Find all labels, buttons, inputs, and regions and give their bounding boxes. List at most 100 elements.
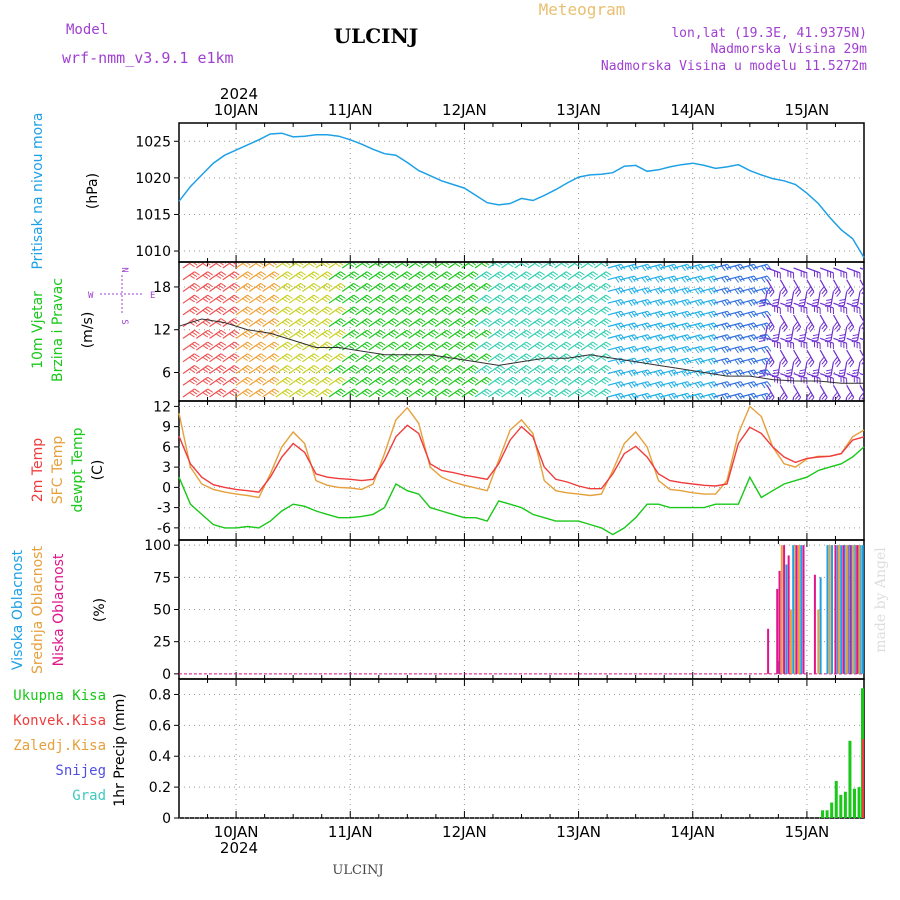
- wind-barb: [302, 353, 315, 363]
- wind-barb-feather: [234, 353, 240, 358]
- wind-barb-feather: [194, 388, 200, 393]
- wind-barb: [859, 349, 864, 359]
- wind-barb-feather: [772, 372, 779, 375]
- wind-barb: [501, 271, 514, 281]
- wind-barb: [594, 306, 607, 316]
- wind-barb: [527, 388, 540, 398]
- footer-station: ULCINJ: [332, 863, 383, 878]
- wind-barb: [195, 263, 205, 269]
- wind-barb: [461, 294, 474, 304]
- wind-barb: [647, 275, 662, 281]
- wind-barb-feather: [483, 366, 490, 371]
- temp-frame: [178, 400, 865, 541]
- wind-barb-feather: [229, 298, 235, 303]
- wind-barb-feather: [242, 263, 248, 268]
- wind-barb: [275, 318, 288, 328]
- wind-barb: [607, 322, 622, 328]
- wind-barb: [846, 349, 855, 363]
- wind-barb: [793, 384, 802, 398]
- wind-barb-feather: [443, 390, 450, 395]
- wind-barb-feather: [859, 391, 864, 398]
- wind-barb: [859, 337, 864, 341]
- wind-barb-feather: [631, 300, 636, 306]
- wind-barb-feather: [189, 274, 195, 279]
- wind-barb-feather: [207, 306, 214, 311]
- wind-barb: [355, 263, 364, 269]
- wind-barb-feather: [300, 283, 306, 288]
- wind-barb-feather: [641, 394, 647, 401]
- wind-barb: [832, 396, 835, 401]
- wind-barb-feather: [809, 291, 815, 297]
- wind-barb-feather: [231, 308, 238, 313]
- wind-barb: [368, 388, 381, 398]
- wind-barb: [262, 271, 275, 281]
- wind-barb-feather: [353, 353, 360, 358]
- wind-barb-feather: [697, 264, 703, 271]
- wind-barb-feather: [657, 300, 663, 306]
- wind-barb-feather: [433, 271, 439, 276]
- wind-barb: [514, 306, 527, 316]
- wind-barb-feather: [340, 388, 346, 393]
- wind-barb-feather: [547, 368, 554, 373]
- wind-barb: [355, 353, 368, 363]
- wind-barb-feather: [521, 356, 527, 361]
- wind-barb-feather: [552, 329, 559, 335]
- wind-barb-feather: [539, 388, 545, 393]
- wind-barb-feather: [234, 283, 240, 288]
- wind-barb: [408, 341, 421, 351]
- wind-barb-feather: [287, 376, 293, 381]
- wind-ytick-label: 18: [153, 280, 171, 296]
- wind-barb: [527, 318, 540, 328]
- wind-barb: [700, 275, 715, 281]
- wind-barb-feather: [404, 273, 410, 278]
- wind-barb-feather: [494, 356, 501, 361]
- wind-barb-feather: [220, 376, 227, 381]
- wind-barb-feather: [393, 294, 399, 299]
- wind-barb: [448, 353, 461, 363]
- wind-barb: [660, 310, 675, 316]
- wind-barb: [554, 282, 567, 292]
- top-day-label: 15JAN: [785, 101, 830, 119]
- wind-barb-feather: [322, 274, 328, 279]
- wind-barb-feather: [247, 341, 253, 346]
- wind-barb-feather: [414, 368, 421, 373]
- wind-barb: [580, 263, 590, 269]
- wind-barb: [806, 302, 821, 309]
- wind-barb-feather: [406, 294, 413, 299]
- wind-barb: [819, 349, 828, 363]
- wind-barb-feather: [494, 368, 501, 373]
- wind-barb-feather: [483, 319, 490, 325]
- wind-barb-feather: [207, 388, 214, 393]
- wind-speed-line: [178, 318, 864, 384]
- wind-barb-feather: [218, 296, 224, 301]
- wind-barb: [567, 365, 580, 375]
- wind-barb-feather: [631, 264, 636, 271]
- wind-barb-feather: [852, 408, 858, 409]
- wind-barb-feather: [375, 380, 381, 385]
- wind-barb-feather: [313, 388, 320, 393]
- wind-barb-feather: [521, 274, 527, 279]
- wind-barb-feather: [191, 355, 198, 360]
- wind-barb-feather: [574, 380, 580, 385]
- wind-barb-feather: [708, 335, 713, 342]
- wind-barb-feather: [734, 324, 739, 330]
- wind-barb-feather: [740, 357, 745, 364]
- wind-barb: [222, 365, 235, 375]
- wind-barb: [764, 361, 768, 376]
- wind-barb-feather: [348, 368, 355, 373]
- wind-barb-feather: [375, 274, 381, 279]
- wind-barb-feather: [750, 300, 756, 306]
- dewpt-ylabel: dewpt Temp: [70, 427, 86, 512]
- wind-barb-feather: [507, 274, 514, 279]
- wind-barb-feather: [229, 391, 235, 397]
- wind-barb-feather: [534, 298, 540, 303]
- wind-barb: [674, 310, 688, 316]
- wind-barb-feather: [654, 359, 660, 365]
- wind-barb-feather: [674, 369, 679, 376]
- wind-barb: [687, 357, 702, 363]
- wind-barb-feather: [550, 284, 556, 289]
- wind-barb: [846, 314, 855, 328]
- wind-barb-feather: [708, 347, 713, 354]
- wind-barb-feather: [364, 319, 370, 325]
- wind-barb-feather: [710, 393, 716, 400]
